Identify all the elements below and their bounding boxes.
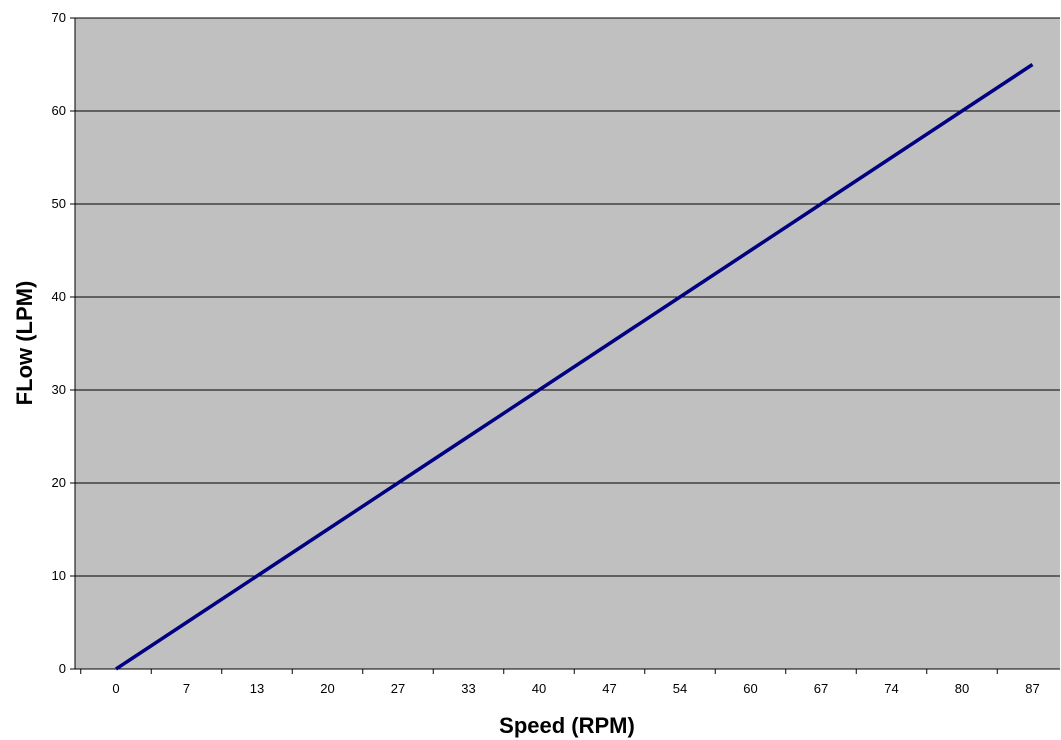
y-tick-label: 50 [52, 196, 66, 211]
x-tick-label: 40 [532, 681, 546, 696]
x-tick-label: 87 [1025, 681, 1039, 696]
y-axis-title: FLow (LPM) [12, 281, 37, 406]
x-tick-label: 67 [814, 681, 828, 696]
y-tick-label: 60 [52, 103, 66, 118]
y-tick-label: 0 [59, 661, 66, 676]
plot-area [75, 18, 1060, 669]
x-axis-title: Speed (RPM) [499, 713, 635, 738]
x-axis: 0 7 13 20 27 33 40 47 54 60 67 74 80 87 [75, 668, 1060, 696]
y-tick-label: 30 [52, 382, 66, 397]
x-tick-label: 74 [884, 681, 898, 696]
x-tick-label: 47 [602, 681, 616, 696]
x-tick-label: 7 [183, 681, 190, 696]
x-tick-label: 33 [461, 681, 475, 696]
x-tick-label: 80 [955, 681, 969, 696]
series-line [115, 63, 1034, 671]
y-tick-label: 20 [52, 475, 66, 490]
x-tick-label: 27 [391, 681, 405, 696]
x-tick-label: 13 [250, 681, 264, 696]
gridlines [75, 17, 1060, 577]
y-tick-label: 70 [52, 10, 66, 25]
series-group [115, 63, 1034, 671]
x-tick-label: 60 [743, 681, 757, 696]
x-tick-label: 54 [673, 681, 687, 696]
x-tick-label: 0 [112, 681, 119, 696]
y-tick-label: 40 [52, 289, 66, 304]
y-axis: 0 10 20 30 40 50 60 70 [52, 10, 76, 676]
y-tick-label: 10 [52, 568, 66, 583]
x-tick-label: 20 [320, 681, 334, 696]
